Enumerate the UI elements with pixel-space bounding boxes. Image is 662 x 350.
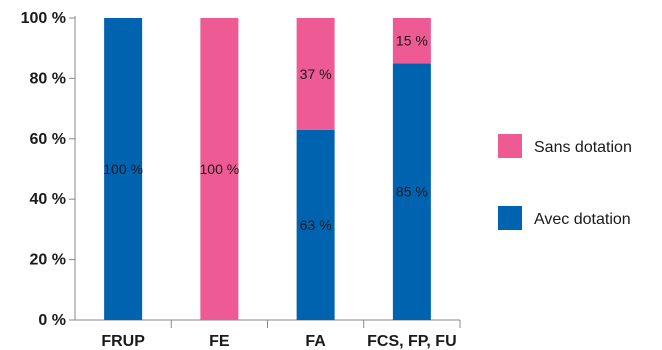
legend-label: Avec dotation xyxy=(534,211,631,228)
data-label: 15 % xyxy=(396,33,428,49)
data-label: 85 % xyxy=(396,184,428,200)
bar-segment-avec-dotation xyxy=(296,129,335,320)
data-label: 100 % xyxy=(200,161,240,177)
x-category-label: FRUP xyxy=(101,333,145,350)
y-tick-label: 60 % xyxy=(30,131,66,148)
bar-segment-sans-dotation xyxy=(200,18,239,320)
legend-label: Sans dotation xyxy=(534,139,632,156)
data-label: 37 % xyxy=(300,66,332,82)
x-category-label: FA xyxy=(305,333,326,350)
x-category-label: FE xyxy=(209,333,230,350)
bar-segment-avec-dotation xyxy=(392,63,431,321)
y-tick-label: 80 % xyxy=(30,70,66,87)
y-tick-label: 100 % xyxy=(21,10,66,27)
y-tick-label: 20 % xyxy=(30,252,66,269)
data-label: 63 % xyxy=(300,217,332,233)
legend-swatch xyxy=(498,134,522,158)
legend-swatch xyxy=(498,206,522,230)
y-tick-label: 0 % xyxy=(38,312,66,329)
bar-segment-avec-dotation xyxy=(104,18,143,320)
bar-segment-sans-dotation xyxy=(296,18,335,130)
x-category-label: FCS, FP, FU xyxy=(367,333,457,350)
data-label: 100 % xyxy=(103,161,143,177)
bar-segment-sans-dotation xyxy=(392,18,431,64)
y-tick-label: 40 % xyxy=(30,191,66,208)
